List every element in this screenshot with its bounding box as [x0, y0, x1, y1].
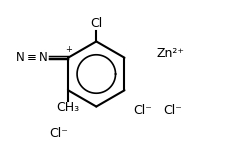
- Text: Zn²⁺: Zn²⁺: [157, 47, 185, 60]
- Text: CH₃: CH₃: [57, 101, 80, 114]
- Text: Cl: Cl: [90, 17, 102, 30]
- Text: N$\equiv$N: N$\equiv$N: [15, 51, 48, 64]
- Text: Cl⁻: Cl⁻: [163, 104, 182, 118]
- Text: Cl⁻: Cl⁻: [133, 104, 152, 118]
- Text: Cl⁻: Cl⁻: [49, 127, 68, 140]
- Text: +: +: [65, 45, 72, 54]
